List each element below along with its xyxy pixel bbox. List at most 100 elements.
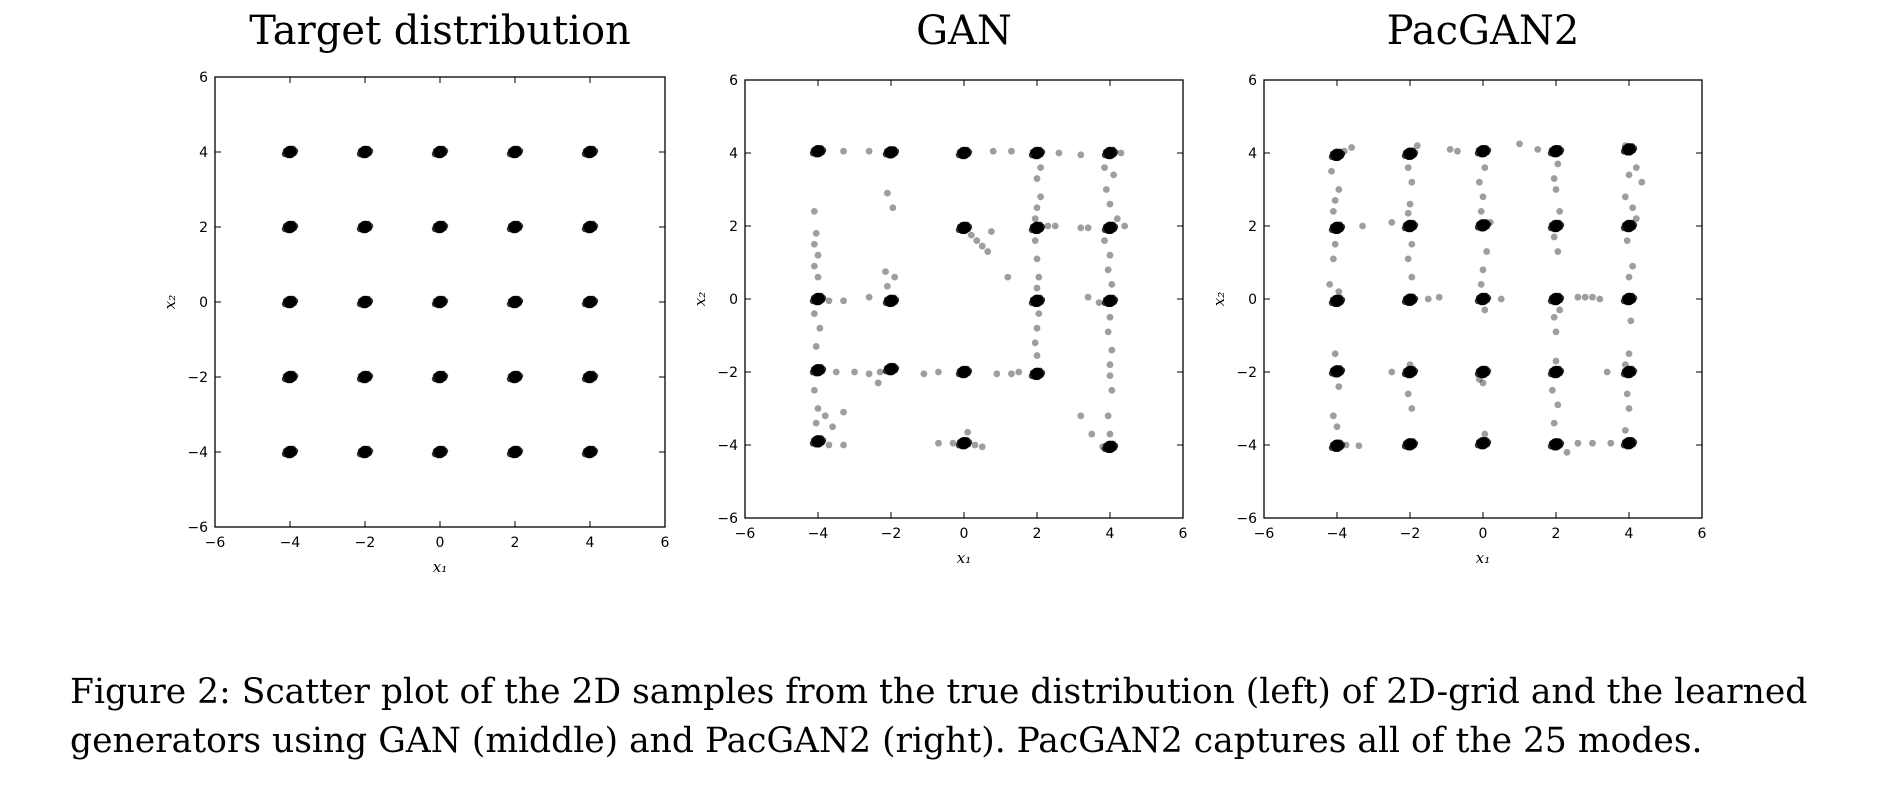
sample-point bbox=[816, 324, 824, 332]
mode-cluster bbox=[281, 295, 299, 309]
sample-point bbox=[441, 222, 449, 230]
mode-cluster bbox=[955, 436, 973, 450]
y-tick-label: −2 bbox=[717, 365, 738, 381]
sample-point bbox=[1554, 248, 1562, 255]
y-tick-label: 6 bbox=[1248, 73, 1257, 89]
sample-point bbox=[876, 368, 884, 376]
sample-point bbox=[1484, 146, 1492, 154]
mode-cluster bbox=[431, 445, 449, 459]
sample-point bbox=[441, 297, 449, 305]
sample-point bbox=[1574, 293, 1582, 301]
sample-point bbox=[366, 372, 374, 380]
sample-point bbox=[874, 379, 882, 387]
sample-point bbox=[809, 440, 817, 447]
sample-point bbox=[1328, 299, 1336, 307]
sample-point bbox=[516, 447, 524, 455]
sample-point bbox=[1474, 297, 1482, 305]
sample-point bbox=[955, 441, 963, 449]
mode-cluster bbox=[1101, 294, 1119, 308]
mode-cluster bbox=[506, 220, 524, 234]
sample-point bbox=[1474, 370, 1482, 378]
mode-cluster bbox=[1401, 219, 1419, 233]
sample-point bbox=[1101, 164, 1108, 172]
sample-point bbox=[1411, 440, 1419, 447]
sample-point bbox=[581, 375, 589, 383]
figure-caption: Figure 2: Scatter plot of the 2D samples… bbox=[70, 668, 1830, 766]
sample-point bbox=[973, 237, 981, 245]
panel-gan: GAN −6 −4 −2 0 2 4 6 −6 −4 −2 0 2 4 6 x₁ x₂ bbox=[691, 8, 1188, 567]
sample-point bbox=[1411, 295, 1419, 302]
sample-point bbox=[1033, 324, 1041, 332]
x-tick-label: −6 bbox=[205, 535, 226, 551]
sample-point bbox=[1113, 215, 1121, 223]
sample-point bbox=[1547, 443, 1555, 450]
y-tick-label: 4 bbox=[1248, 146, 1257, 162]
sample-point bbox=[1338, 223, 1346, 231]
x-axis-label-gan: x₁ bbox=[957, 549, 971, 567]
figure-2: Target distribution −6 −4 −2 0 2 4 6 −6 −4 −2 0 2 4 6 x… bbox=[161, 8, 1707, 576]
sample-point bbox=[814, 405, 822, 412]
sample-point bbox=[1484, 221, 1492, 228]
sample-point bbox=[1329, 412, 1337, 420]
sample-point bbox=[1620, 370, 1628, 378]
sample-point bbox=[281, 300, 289, 308]
sample-point bbox=[825, 441, 833, 449]
data-points bbox=[281, 145, 599, 459]
sample-point bbox=[1548, 386, 1556, 394]
sample-point bbox=[812, 229, 820, 237]
sample-point bbox=[591, 147, 599, 155]
sample-point bbox=[1435, 293, 1443, 301]
sample-point bbox=[1359, 222, 1366, 230]
x-tick-label: −2 bbox=[881, 526, 902, 542]
sample-point bbox=[1106, 251, 1114, 259]
sample-point bbox=[441, 147, 449, 155]
sample-point bbox=[1033, 255, 1041, 263]
x-tick-label: 0 bbox=[1479, 526, 1488, 542]
sample-point bbox=[1331, 350, 1339, 358]
sample-point bbox=[281, 225, 289, 233]
sample-point bbox=[1621, 193, 1629, 201]
sample-point bbox=[810, 386, 818, 394]
mode-cluster bbox=[809, 363, 827, 377]
x-tick-label: −6 bbox=[1254, 526, 1275, 542]
sample-point bbox=[1404, 209, 1412, 217]
mode-cluster bbox=[356, 220, 374, 234]
sample-point bbox=[1408, 405, 1416, 412]
sample-point bbox=[882, 299, 890, 307]
sample-point bbox=[1108, 281, 1116, 288]
sample-point bbox=[935, 439, 942, 447]
sample-point bbox=[431, 300, 439, 308]
panel-title-pacgan2: PacGAN2 bbox=[1387, 8, 1580, 54]
x-tick-label: 6 bbox=[661, 535, 670, 551]
mode-cluster bbox=[809, 435, 827, 448]
sample-point bbox=[1106, 430, 1114, 438]
sample-point bbox=[1033, 284, 1041, 292]
sample-point bbox=[1108, 346, 1116, 354]
sample-point bbox=[431, 450, 439, 458]
sample-point bbox=[809, 149, 817, 157]
sample-point bbox=[516, 372, 524, 380]
x-tick-label: 0 bbox=[436, 535, 445, 551]
sample-point bbox=[1008, 147, 1015, 155]
panel-target: Target distribution −6 −4 −2 0 2 4 6 −6 −4 −2 0 2 4 6 x… bbox=[161, 8, 670, 576]
sample-point bbox=[1333, 423, 1341, 431]
sample-point bbox=[281, 150, 289, 158]
sample-point bbox=[1106, 313, 1114, 321]
sample-point bbox=[1104, 266, 1112, 274]
sample-point bbox=[1028, 372, 1036, 380]
mode-cluster bbox=[1401, 438, 1419, 451]
sample-point bbox=[1404, 255, 1412, 263]
mode-cluster bbox=[506, 445, 524, 459]
sample-point bbox=[1338, 150, 1346, 158]
sample-point bbox=[1554, 401, 1562, 409]
sample-point bbox=[1008, 370, 1015, 378]
sample-point bbox=[1031, 339, 1039, 347]
sample-point bbox=[809, 368, 817, 376]
mode-cluster bbox=[1620, 365, 1638, 379]
sample-point bbox=[865, 370, 873, 378]
sample-point bbox=[1404, 164, 1412, 172]
sample-point bbox=[1474, 224, 1482, 231]
sample-point bbox=[1028, 299, 1036, 307]
sample-point bbox=[1106, 372, 1114, 380]
sample-point bbox=[1104, 412, 1112, 420]
